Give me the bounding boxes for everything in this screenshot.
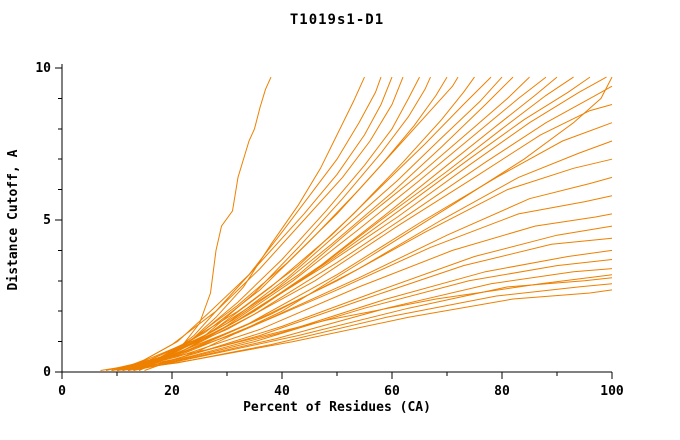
y-tick-label: 5 <box>43 213 51 228</box>
curve-line <box>116 76 607 371</box>
curve-line <box>111 195 613 371</box>
curve-line <box>111 76 514 371</box>
curve-line <box>138 76 393 371</box>
x-tick-label: 60 <box>384 384 400 399</box>
x-tick-label: 20 <box>164 384 180 399</box>
curve-line <box>127 76 530 371</box>
curve-line <box>133 225 613 371</box>
curve-line <box>105 76 475 371</box>
curve-line <box>127 176 613 371</box>
curve-line <box>122 213 613 371</box>
curve-line <box>127 76 365 371</box>
curve-line <box>133 277 613 371</box>
curve-line <box>116 237 613 371</box>
y-axis-label: Distance Cutoff, A <box>6 149 21 291</box>
curve-line <box>116 76 547 371</box>
curve-line <box>127 85 613 371</box>
y-tick-label: 0 <box>43 365 51 380</box>
chart-title: T1019s1-D1 <box>289 12 385 28</box>
curve-line <box>111 76 404 371</box>
y-tick-label: 10 <box>35 61 51 76</box>
curve-line <box>111 104 613 371</box>
x-tick-label: 40 <box>274 384 290 399</box>
curve-line <box>122 76 492 371</box>
x-tick-label: 100 <box>600 384 624 399</box>
curve-line <box>116 158 613 371</box>
curve-line <box>122 76 420 371</box>
curve-line <box>133 140 613 371</box>
curve-line <box>127 289 613 371</box>
curve-line <box>127 249 613 371</box>
curve-line <box>144 76 613 371</box>
x-tick-label: 0 <box>58 384 66 399</box>
x-tick-label: 80 <box>494 384 510 399</box>
curve-line <box>133 76 272 371</box>
x-axis-label: Percent of Residues (CA) <box>243 400 431 415</box>
curve-line <box>127 76 459 371</box>
curve-line <box>100 274 613 371</box>
